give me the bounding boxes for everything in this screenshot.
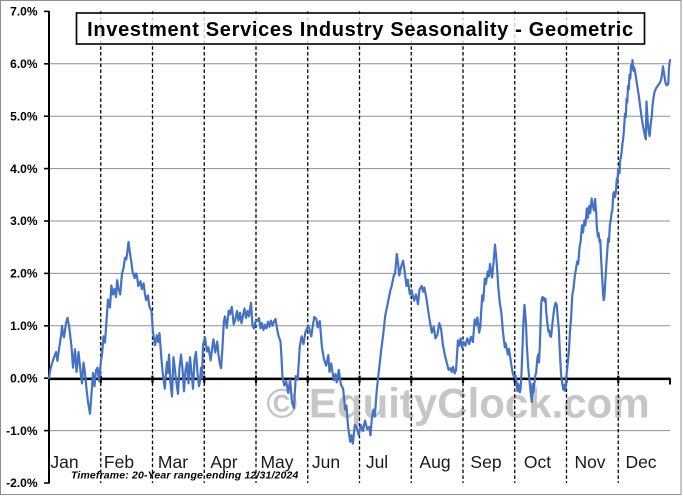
svg-text:Jan: Jan — [50, 452, 78, 472]
svg-text:Feb: Feb — [104, 452, 134, 472]
svg-text:Aug: Aug — [419, 452, 450, 472]
svg-text:Investment Services Industry S: Investment Services Industry Seasonality… — [87, 19, 634, 41]
svg-text:1.0%: 1.0% — [10, 319, 38, 333]
svg-text:Timeframe: 20-Year range endin: Timeframe: 20-Year range ending 12/31/20… — [71, 470, 299, 482]
svg-text:May: May — [260, 452, 293, 472]
svg-text:© EquityClock.com: © EquityClock.com — [266, 380, 649, 427]
svg-text:Jun: Jun — [312, 452, 340, 472]
svg-text:Apr: Apr — [210, 452, 237, 472]
svg-text:0.0%: 0.0% — [10, 371, 38, 385]
svg-text:4.0%: 4.0% — [10, 162, 38, 176]
svg-text:3.0%: 3.0% — [10, 214, 38, 228]
svg-text:6.0%: 6.0% — [10, 57, 38, 71]
svg-text:2.0%: 2.0% — [10, 267, 38, 281]
svg-text:5.0%: 5.0% — [10, 109, 38, 123]
svg-text:-1.0%: -1.0% — [6, 424, 38, 438]
svg-text:Sep: Sep — [470, 452, 501, 472]
svg-text:-2.0%: -2.0% — [6, 476, 38, 490]
svg-text:Nov: Nov — [574, 452, 605, 472]
svg-text:Jul: Jul — [366, 452, 388, 472]
svg-text:7.0%: 7.0% — [10, 5, 38, 19]
svg-text:Dec: Dec — [625, 452, 656, 472]
svg-text:Oct: Oct — [524, 452, 551, 472]
svg-text:Mar: Mar — [158, 452, 188, 472]
